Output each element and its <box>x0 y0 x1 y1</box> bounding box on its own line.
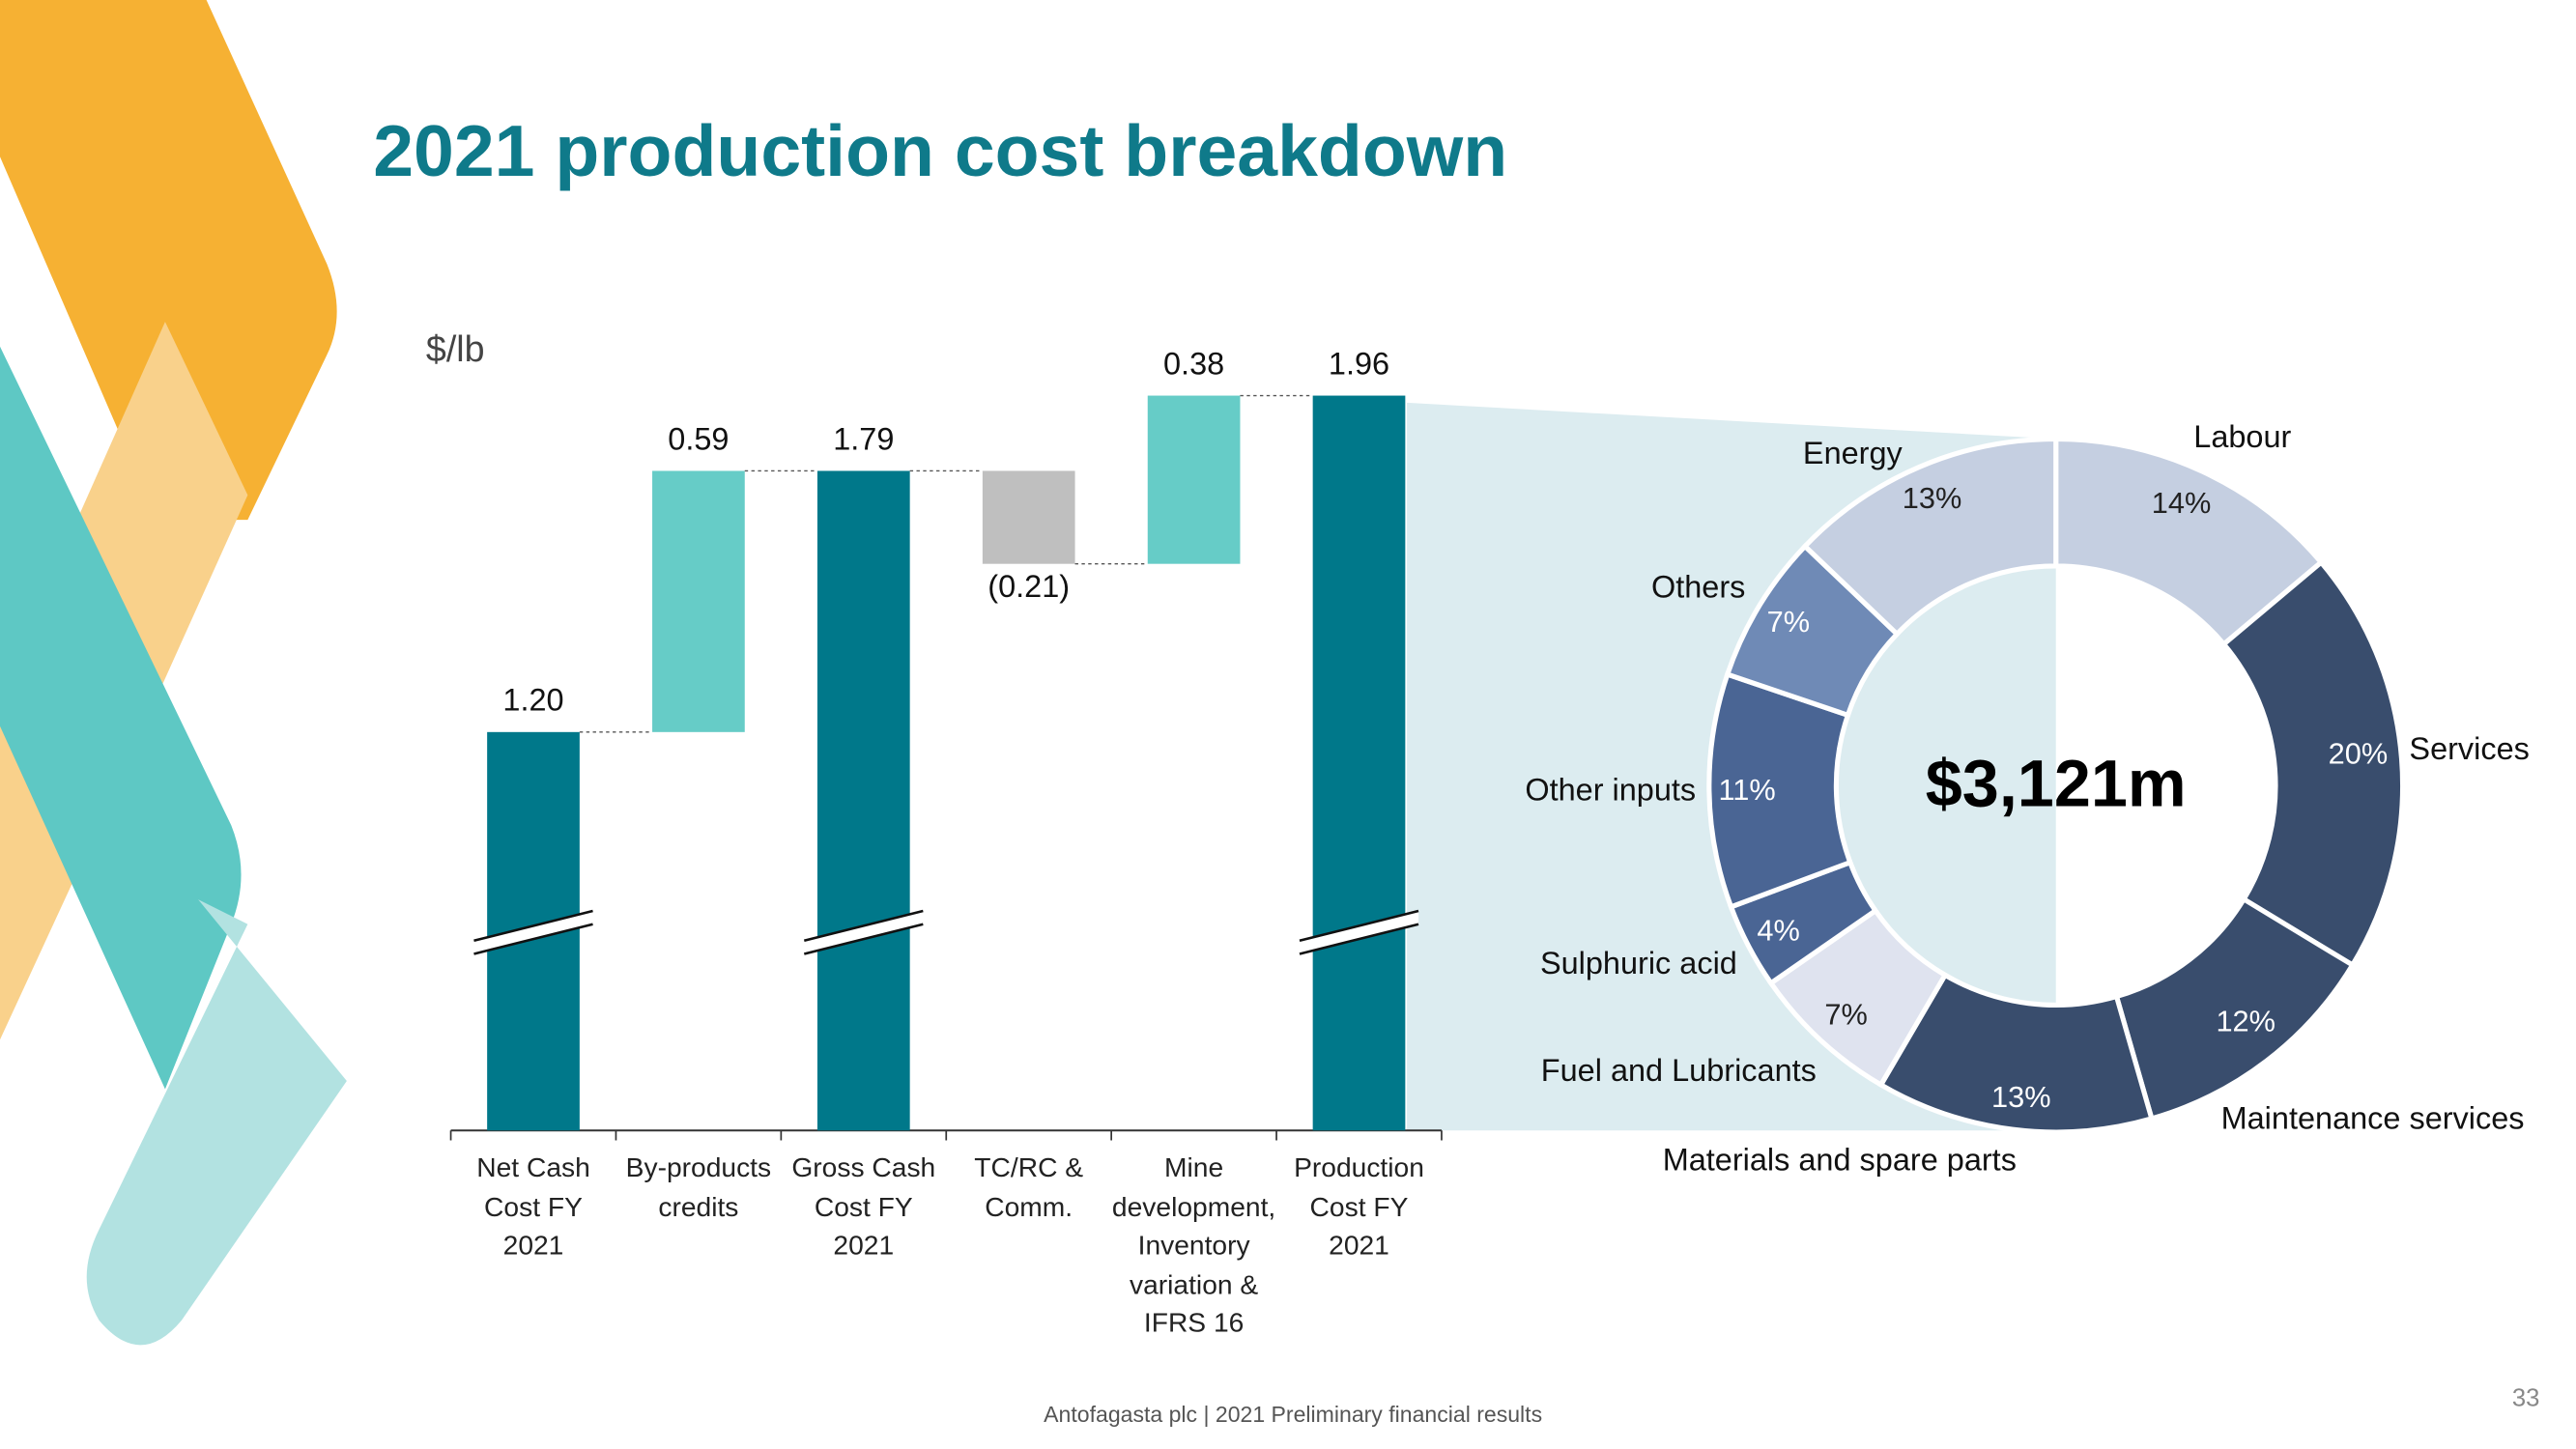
axis-break <box>804 911 924 954</box>
bar <box>652 470 745 732</box>
axis-break-line <box>1299 923 1419 955</box>
category-label: Other inputs <box>1525 773 1696 808</box>
value-label: 20% <box>2329 737 2389 771</box>
center-label: $3,121m <box>1926 748 2187 821</box>
axis-break-line <box>803 923 924 955</box>
value-label: 12% <box>2216 1004 2275 1037</box>
bar <box>816 470 910 1131</box>
donut-segment <box>2219 558 2406 969</box>
value-label: 1.20 <box>502 683 563 718</box>
axis-break-line <box>1299 909 1419 943</box>
axis-break-line <box>803 909 924 943</box>
value-label: 7% <box>1824 998 1867 1032</box>
x-tick-label: TC/RC & Comm. <box>974 1153 1084 1223</box>
value-label: 1.79 <box>833 421 894 456</box>
category-label: Services <box>2409 731 2529 766</box>
donut-segment <box>1801 436 2059 638</box>
value-label: 4% <box>1757 913 1799 947</box>
bar <box>982 470 1075 564</box>
category-label: Sulphuric acid <box>1540 946 1737 980</box>
page-number: 33 <box>2512 1384 2540 1411</box>
value-label: 0.59 <box>668 421 729 456</box>
value-label: 13% <box>1903 481 1962 515</box>
value-label: 13% <box>1991 1080 2051 1114</box>
category-label: Materials and spare parts <box>1663 1142 2017 1177</box>
bar <box>1147 395 1241 564</box>
value-label: 14% <box>2152 486 2212 520</box>
category-label: Others <box>1651 569 1745 604</box>
category-label: Labour <box>2193 419 2291 454</box>
footer: Antofagasta plc | 2021 Preliminary finan… <box>1044 1402 1542 1427</box>
category-label: Fuel and Lubricants <box>1541 1053 1817 1088</box>
value-label: 7% <box>1767 605 1810 639</box>
value-label: (0.21) <box>987 569 1070 604</box>
x-tick-label: Gross Cash Cost FY 2021 <box>791 1153 936 1262</box>
x-tick-label: Mine development, Inventory variation & … <box>1111 1153 1276 1339</box>
bar <box>1312 395 1406 1131</box>
axis-break-line <box>473 923 593 955</box>
axis-break <box>1299 911 1419 954</box>
decoration <box>0 0 347 1346</box>
value-label: 11% <box>1718 773 1775 807</box>
y-axis-label: $/lb <box>426 328 485 369</box>
value-label: 1.96 <box>1329 346 1389 381</box>
value-label: 0.38 <box>1163 346 1224 381</box>
axis-break <box>473 911 593 954</box>
category-label: Maintenance services <box>2221 1101 2525 1136</box>
x-tick-label: By-products credits <box>625 1153 772 1223</box>
category-label: Energy <box>1803 436 1903 470</box>
slide-title: 2021 production cost breakdown <box>373 110 1507 191</box>
x-tick-label: Net Cash Cost FY 2021 <box>476 1153 590 1262</box>
axis-break-line <box>473 909 593 943</box>
x-tick-label: Production Cost FY 2021 <box>1294 1153 1424 1262</box>
